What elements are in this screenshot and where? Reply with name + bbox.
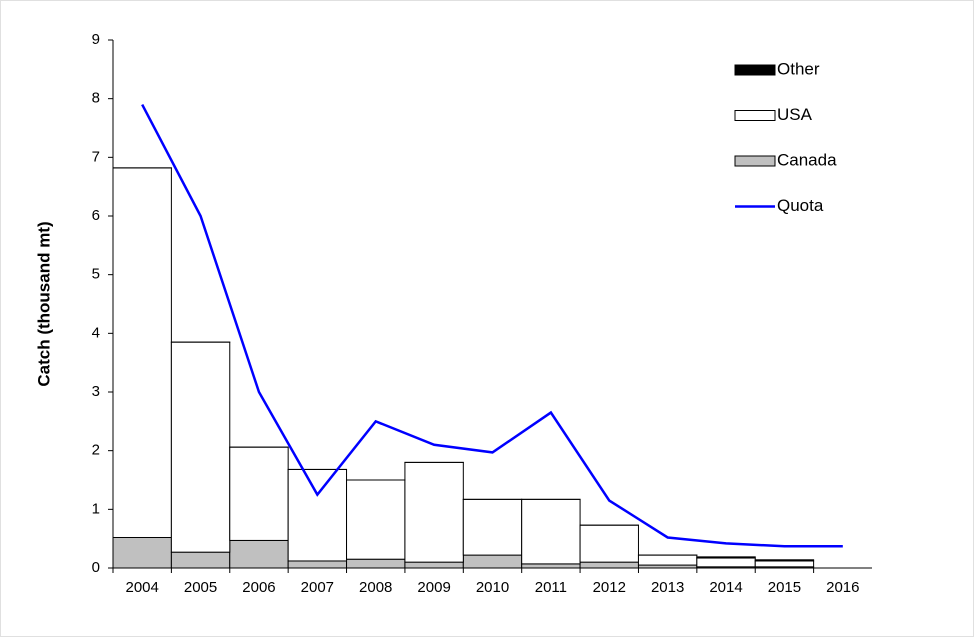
bar [579, 561, 639, 569]
bar [579, 524, 639, 563]
x-tick-label: 2005 [184, 579, 217, 596]
bar [521, 498, 581, 565]
bar [229, 539, 289, 569]
x-tick-label: 2010 [476, 579, 509, 596]
x-tick-label: 2004 [126, 579, 159, 596]
bar [287, 468, 348, 562]
legend-swatch [734, 64, 776, 76]
x-tick-label: 2011 [535, 579, 567, 596]
legend-label: Canada [777, 150, 837, 169]
bar [462, 554, 523, 569]
y-tick-label: 2 [92, 442, 100, 459]
y-axis-title: Catch (thousand mt) [34, 221, 53, 386]
bar [346, 479, 406, 560]
x-tick-label: 2013 [651, 579, 684, 596]
legend-label: Other [777, 59, 820, 78]
bar [287, 560, 348, 569]
bar [404, 461, 464, 563]
bar [229, 446, 289, 541]
bar [346, 558, 406, 569]
bar [521, 563, 581, 569]
legend-label: USA [777, 105, 813, 124]
bar [170, 551, 231, 569]
bar [170, 341, 231, 553]
bar [754, 559, 815, 562]
x-tick-label: 2006 [242, 579, 275, 596]
line [141, 103, 843, 548]
bar [112, 536, 172, 569]
y-tick-label: 1 [92, 500, 100, 517]
x-tick-label: 2012 [593, 579, 626, 596]
y-tick-label: 9 [92, 31, 100, 48]
y-tick-label: 3 [92, 383, 100, 400]
x-tick-label: 2015 [768, 579, 801, 596]
y-tick-label: 5 [92, 266, 100, 283]
x-tick-label: 2009 [417, 579, 450, 596]
bar [696, 557, 756, 568]
bar [696, 556, 756, 559]
legend-swatch [734, 155, 776, 167]
legend-label: Quota [777, 196, 824, 215]
bar [462, 498, 523, 556]
x-tick-label: 2016 [826, 579, 859, 596]
bar [404, 561, 464, 569]
bar [637, 554, 698, 566]
y-tick-label: 6 [92, 207, 100, 224]
x-tick-label: 2014 [709, 579, 742, 596]
bar [112, 167, 172, 538]
x-tick-label: 2007 [301, 579, 334, 596]
bar [754, 560, 815, 568]
x-tick-label: 2008 [359, 579, 392, 596]
y-tick-label: 7 [92, 148, 100, 165]
y-tick-label: 0 [92, 559, 100, 576]
y-tick-label: 8 [92, 90, 100, 107]
y-tick-label: 4 [92, 324, 100, 341]
legend-swatch [734, 110, 776, 121]
